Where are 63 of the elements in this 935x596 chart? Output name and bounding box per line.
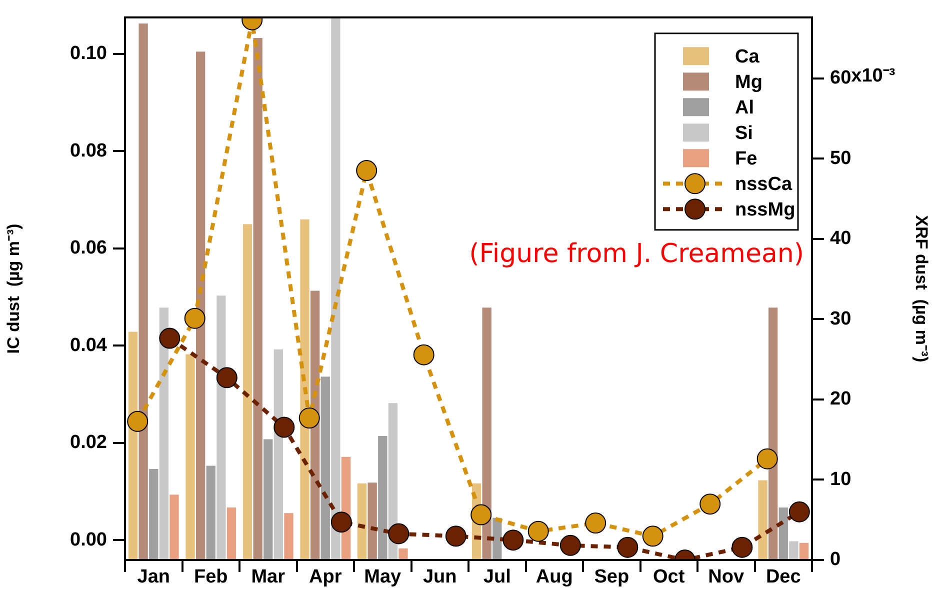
x-tick-label: Apr: [309, 566, 342, 588]
bar: [196, 52, 206, 560]
bar: [274, 349, 284, 560]
y2-tick-label: 10: [830, 468, 852, 490]
bar: [768, 308, 778, 560]
bar: [368, 482, 377, 560]
legend-label: Ca: [735, 46, 760, 68]
x-tick-label: May: [364, 566, 402, 588]
y2-axis-title: XRF dust (µg m⁻³): [912, 215, 932, 362]
bar: [799, 542, 809, 560]
bar: [159, 308, 169, 560]
bar: [253, 38, 262, 560]
bar: [758, 480, 768, 560]
y2-tick-label: 60: [830, 68, 852, 89]
x-tick-label: Oct: [653, 566, 686, 588]
y-tick-label: 0.02: [70, 432, 107, 454]
x-tick-label: Sep: [594, 566, 630, 588]
bar: [149, 468, 158, 560]
text: x10⁻³: [851, 66, 896, 87]
bar: [138, 23, 148, 560]
bar: [378, 436, 388, 560]
x-tick-label: Nov: [708, 566, 744, 588]
bar: [357, 483, 367, 560]
bar: [226, 507, 236, 560]
y-axis-title: IC dust (µg m⁻³): [4, 224, 23, 354]
bar: [242, 224, 252, 560]
y2-tick-label: 0: [830, 549, 841, 570]
y-tick-label: 0.00: [70, 529, 107, 550]
y-tick-label: 0.04: [70, 334, 108, 356]
y-tick-label: 0.10: [70, 43, 107, 64]
bar: [320, 376, 330, 560]
x-tick-label: Feb: [194, 566, 228, 588]
bar: [216, 296, 226, 560]
legend-label: nssCa: [735, 174, 792, 195]
x-tick-label: Mar: [251, 566, 286, 588]
annotation: (Figure from J. Creamean): [469, 239, 804, 270]
y2-tick-label: 40: [830, 228, 852, 250]
x-tick-label: Jun: [422, 566, 457, 588]
bar: [170, 494, 179, 560]
legend-label: Fe: [735, 148, 758, 170]
bar: [482, 308, 492, 560]
x-tick-label: Jan: [137, 566, 170, 588]
y2-tick-label: 30: [830, 308, 852, 330]
legend-label: Mg: [735, 72, 762, 93]
bar: [186, 354, 195, 560]
bar: [128, 332, 138, 560]
x-tick-label: Jul: [483, 566, 511, 588]
legend-label: Si: [735, 122, 753, 144]
y2-tick-label: 50: [830, 148, 852, 169]
x-tick-label: Dec: [766, 566, 802, 588]
bar: [789, 541, 798, 560]
y-tick-label: 0.06: [70, 238, 107, 259]
legend-label: Al: [735, 97, 754, 118]
y2-tick-label: 20: [830, 388, 852, 410]
bar: [398, 548, 408, 560]
bar: [264, 439, 273, 560]
bar: [284, 513, 294, 560]
bar: [778, 507, 788, 560]
bar: [206, 466, 216, 560]
legend-label: nssMg: [735, 199, 796, 220]
x-tick-label: Aug: [536, 566, 573, 588]
y-tick-label: 0.08: [70, 140, 107, 162]
bar: [331, 18, 340, 560]
